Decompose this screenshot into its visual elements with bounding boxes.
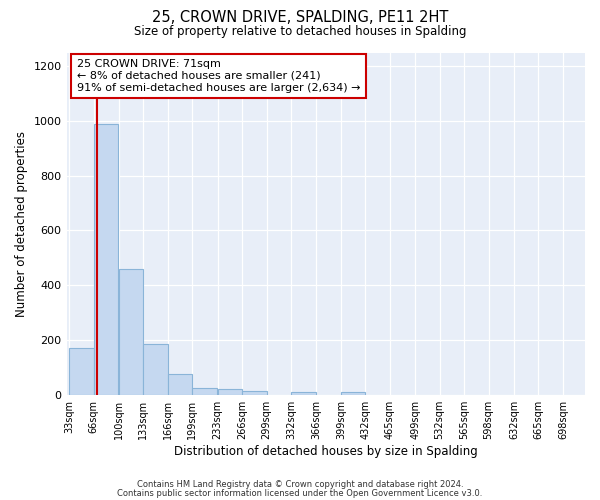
Bar (143, 344, 168, 395)
Bar (69, 348, 94, 395)
Bar (291, 392, 316, 394)
Text: Size of property relative to detached houses in Spalding: Size of property relative to detached ho… (134, 25, 466, 38)
Text: 25, CROWN DRIVE, SPALDING, PE11 2HT: 25, CROWN DRIVE, SPALDING, PE11 2HT (152, 10, 448, 25)
Bar (168, 374, 192, 394)
Y-axis label: Number of detached properties: Number of detached properties (15, 130, 28, 316)
Bar (218, 389, 242, 394)
Text: Contains public sector information licensed under the Open Government Licence v3: Contains public sector information licen… (118, 488, 482, 498)
Bar (341, 392, 365, 394)
Bar (192, 388, 217, 394)
Bar (119, 269, 143, 394)
Bar (242, 390, 266, 394)
X-axis label: Distribution of detached houses by size in Spalding: Distribution of detached houses by size … (174, 444, 478, 458)
Bar (94, 124, 118, 394)
Text: 25 CROWN DRIVE: 71sqm
← 8% of detached houses are smaller (241)
91% of semi-deta: 25 CROWN DRIVE: 71sqm ← 8% of detached h… (77, 60, 361, 92)
Text: Contains HM Land Registry data © Crown copyright and database right 2024.: Contains HM Land Registry data © Crown c… (137, 480, 463, 489)
